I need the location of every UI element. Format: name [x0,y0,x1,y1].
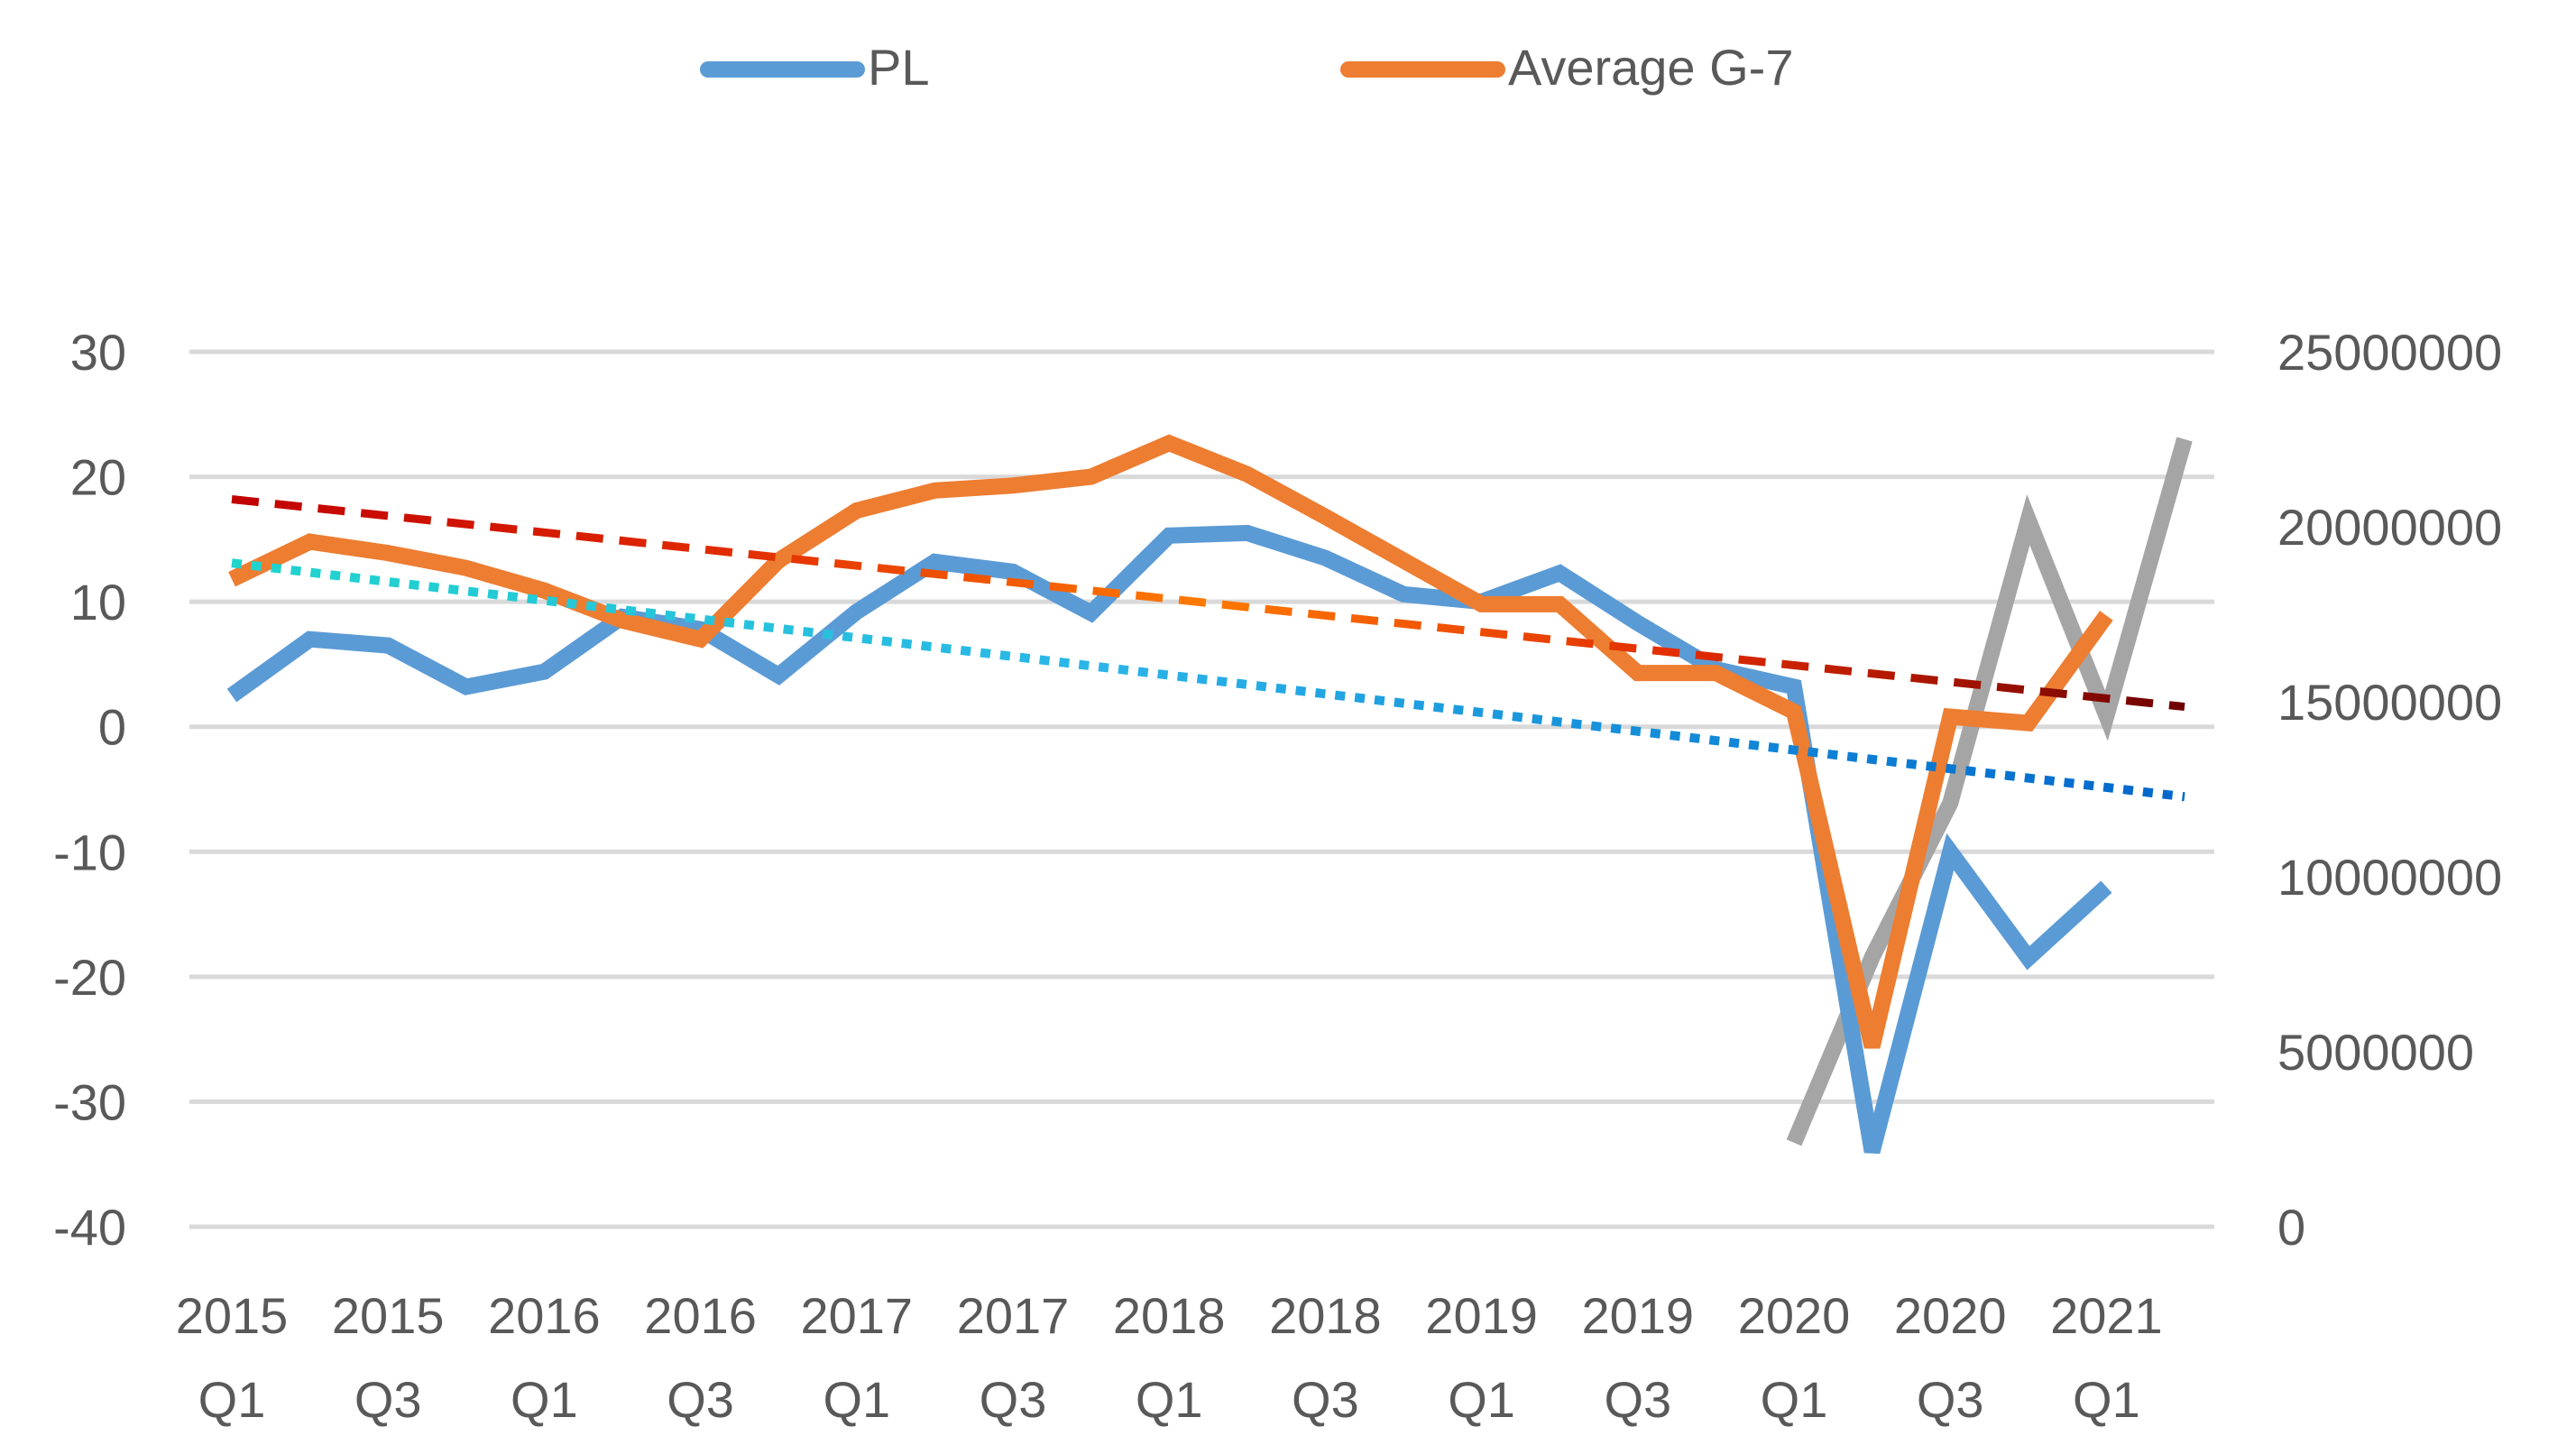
y-left-tick-label: -20 [53,949,126,1006]
y-axis-right: 25000000 20000000 15000000 10000000 5000000 0 [2277,324,2502,1256]
x-tick-label: 2018 Q3 [1269,1287,1382,1428]
y-left-tick-label: -10 [53,824,126,880]
series-layer [226,434,2193,1155]
y-left-tick-label: 20 [70,449,126,506]
x-tick-quarter: Q1 [1448,1371,1515,1428]
y-axis-left: 30 20 10 0 -10 -20 -30 -40 [53,324,126,1256]
x-tick-quarter: Q1 [2073,1371,2140,1428]
x-tick-quarter: Q1 [1761,1371,1828,1428]
y-right-tick-label: 0 [2277,1199,2305,1256]
x-tick-label: 2019 Q3 [1582,1287,1695,1428]
x-tick-year: 2017 [957,1287,1070,1344]
legend-label-average-g7: Average G-7 [1508,39,1793,96]
x-tick-label: 2021 Q1 [2050,1287,2163,1428]
trendline-layer [231,495,2185,802]
y-left-tick-label: -30 [53,1073,126,1130]
legend-item-average-g7: Average G-7 [1340,39,1793,96]
legend-label-pl: PL [868,39,930,96]
x-tick-label: 2016 Q1 [488,1287,601,1428]
legend-item-pl: PL [700,39,930,96]
x-tick-label: 2019 Q1 [1425,1287,1538,1428]
x-tick-year: 2016 [644,1287,757,1344]
x-tick-year: 2020 [1738,1287,1851,1344]
x-tick-year: 2018 [1113,1287,1226,1344]
x-tick-label: 2015 Q3 [332,1287,445,1428]
x-tick-label: 2016 Q3 [644,1287,757,1428]
y-right-tick-label: 20000000 [2277,499,2502,556]
x-tick-label: 2018 Q1 [1113,1287,1226,1428]
gridlines [189,349,2214,1229]
x-tick-year: 2015 [176,1287,289,1344]
y-left-tick-label: 10 [70,574,126,630]
x-tick-year: 2019 [1425,1287,1538,1344]
x-tick-quarter: Q1 [511,1371,578,1428]
x-tick-year: 2021 [2050,1287,2163,1344]
y-right-tick-label: 5000000 [2277,1024,2474,1081]
x-tick-label: 2015 Q1 [176,1287,289,1428]
y-left-tick-label: -40 [53,1199,126,1256]
x-tick-year: 2015 [332,1287,445,1344]
y-left-tick-label: 30 [70,324,126,381]
x-tick-year: 2019 [1582,1287,1695,1344]
y-right-tick-label: 25000000 [2277,324,2502,381]
x-tick-quarter: Q1 [1136,1371,1203,1428]
series-line-average-g-7 [228,434,2113,1049]
y-left-tick-label: 0 [98,699,126,756]
x-axis: 2015Q12015Q32016Q12016Q32017Q12017Q32018… [176,1287,2163,1428]
x-tick-quarter: Q3 [1917,1371,1984,1428]
x-tick-quarter: Q3 [354,1371,422,1428]
legend: PL Average G-7 [700,39,1793,96]
series-line-pl [226,524,2112,1155]
x-tick-quarter: Q3 [667,1371,734,1428]
trendline-average-g7 [231,495,2185,712]
x-tick-label: 2020 Q1 [1738,1287,1851,1428]
x-tick-quarter: Q1 [198,1371,266,1428]
x-tick-year: 2020 [1894,1287,2007,1344]
y-right-tick-label: 10000000 [2277,849,2502,906]
x-tick-label: 2017 Q3 [957,1287,1070,1428]
y-right-tick-label: 15000000 [2277,674,2502,731]
x-tick-year: 2016 [488,1287,601,1344]
x-tick-quarter: Q3 [1292,1371,1359,1428]
x-tick-quarter: Q1 [823,1371,890,1428]
x-tick-label: 2020 Q3 [1894,1287,2007,1428]
x-tick-label: 2017 Q1 [801,1287,914,1428]
x-tick-year: 2018 [1269,1287,1382,1344]
x-tick-year: 2017 [801,1287,914,1344]
x-tick-quarter: Q3 [1604,1371,1671,1428]
x-tick-quarter: Q3 [980,1371,1047,1428]
